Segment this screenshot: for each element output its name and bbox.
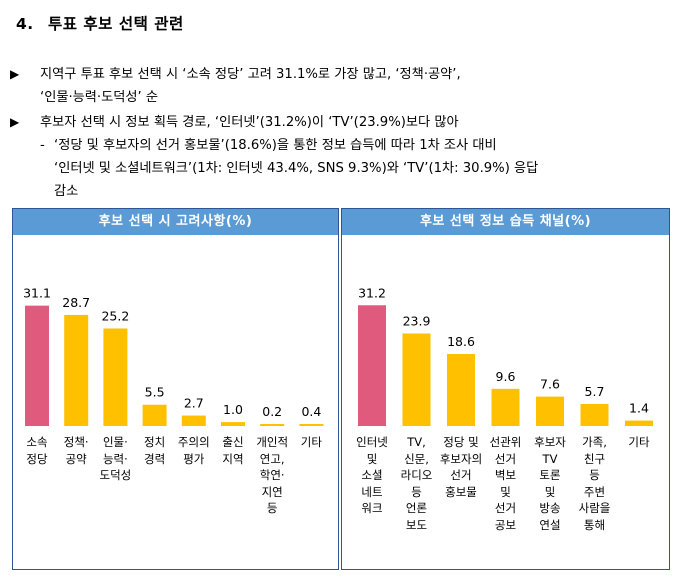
bar-value-label: 0.2 (262, 404, 282, 419)
category-label: 기타 (628, 435, 650, 449)
sub-bullet-line-2: ‘인터넷 및 소셜네트워크’(1차: 인터넷 43.4%, SNS 9.3%)와… (54, 161, 539, 176)
chart-title: 후보 선택 시 고려사항(%) (13, 209, 338, 235)
category-label: 가족, 친구 등 주변 사람을 통해 (578, 435, 611, 532)
bar-1 (64, 314, 89, 426)
bullet-1-line-2: ‘인물·능력·도덕성’ 순 (40, 90, 159, 105)
bar-0 (358, 305, 386, 426)
bar-value-label: 0.4 (301, 404, 321, 419)
channel-bar-chart: 31.2 23.9 18.6 9.6 7.6 5.7 1.4 (358, 285, 653, 426)
category-label: 개인적 연고, 학연· 지연 등 (256, 435, 289, 515)
bar-5 (580, 403, 609, 426)
bar-6 (625, 420, 653, 426)
bar-3 (491, 388, 520, 426)
bar-4 (536, 396, 564, 426)
bar-value-label: 5.7 (585, 384, 605, 399)
bar-1 (402, 333, 431, 426)
bar-value-label: 1.4 (629, 401, 649, 416)
category-label: 정책· 공약 (63, 435, 89, 466)
bullet-2-line-1: 후보자 선택 시 정보 획득 경로, ‘인터넷’(31.2%)이 ‘TV’(23… (40, 115, 459, 130)
bar-3 (142, 404, 167, 426)
category-label: 정당 및 후보자의 선거 홍보물 (439, 435, 483, 499)
bar-value-label: 31.2 (358, 285, 386, 300)
consideration-chart-panel: 후보 선택 시 고려사항(%) 31.1 28.7 25.2 5.5 2.7 1.0 0.2… (12, 208, 339, 570)
triangle-bullet-icon: ▶ (10, 67, 20, 81)
bar-value-label: 5.5 (145, 385, 165, 400)
section-number: 4. (16, 15, 34, 33)
category-label: 인물· 능력· 도덕성 (99, 435, 132, 482)
bar-7 (299, 424, 324, 426)
section-title: 투표 후보 선택 관련 (48, 15, 184, 33)
bar-value-label: 28.7 (62, 295, 90, 310)
category-label: 출신 지역 (222, 435, 244, 466)
category-label: TV, 신문, 라디오 등 언론 보도 (400, 435, 433, 532)
bar-value-label: 25.2 (101, 308, 129, 323)
bar-0 (25, 305, 49, 426)
bar-4 (181, 415, 206, 426)
bar-value-label: 23.9 (403, 314, 431, 329)
sub-bullet-line-1: ‘정당 및 후보자의 선거 홍보물’(18.6%)을 통한 정보 습득에 따라 … (54, 138, 497, 153)
consideration-bar-chart: 31.1 28.7 25.2 5.5 2.7 1.0 0.2 0.4 (23, 286, 324, 426)
triangle-bullet-icon: ▶ (10, 115, 20, 129)
sub-bullet-line-3: 감소 (54, 184, 79, 199)
category-label: 주의의 평가 (177, 435, 210, 466)
bar-value-label: 2.7 (184, 396, 204, 411)
bullet-1-line-1: 지역구 투표 후보 선택 시 ‘소속 정당’ 고려 31.1%로 가장 많고, … (40, 67, 461, 82)
category-label: 소속 정당 (26, 435, 48, 466)
bar-6 (260, 424, 285, 426)
bar-value-label: 31.1 (23, 286, 51, 301)
category-label: 후보자 TV 토론 및 방송 연설 (534, 435, 566, 532)
channel-chart-panel: 후보 선택 정보 습득 채널(%) 31.2 23.9 18.6 9.6 7.6 5.7 1… (341, 208, 670, 570)
bar-5 (221, 422, 245, 426)
sub-bullet-mark: - (40, 138, 45, 153)
bar-value-label: 1.0 (223, 402, 243, 417)
chart-title: 후보 선택 정보 습득 채널(%) (342, 209, 669, 235)
category-label: 인터넷 및 소셜 네트 워크 (356, 435, 388, 515)
bar-value-label: 9.6 (496, 369, 516, 384)
category-label: 정치 경력 (144, 435, 166, 466)
category-label: 선관위 선거 벽보 및 선거 공보 (489, 435, 522, 532)
bar-2 (447, 354, 475, 426)
bar-2 (103, 328, 128, 426)
category-label: 기타 (300, 435, 322, 449)
section-heading: 4. 투표 후보 선택 관련 (16, 12, 184, 34)
bar-value-label: 7.6 (540, 377, 560, 392)
bar-value-label: 18.6 (447, 334, 475, 349)
